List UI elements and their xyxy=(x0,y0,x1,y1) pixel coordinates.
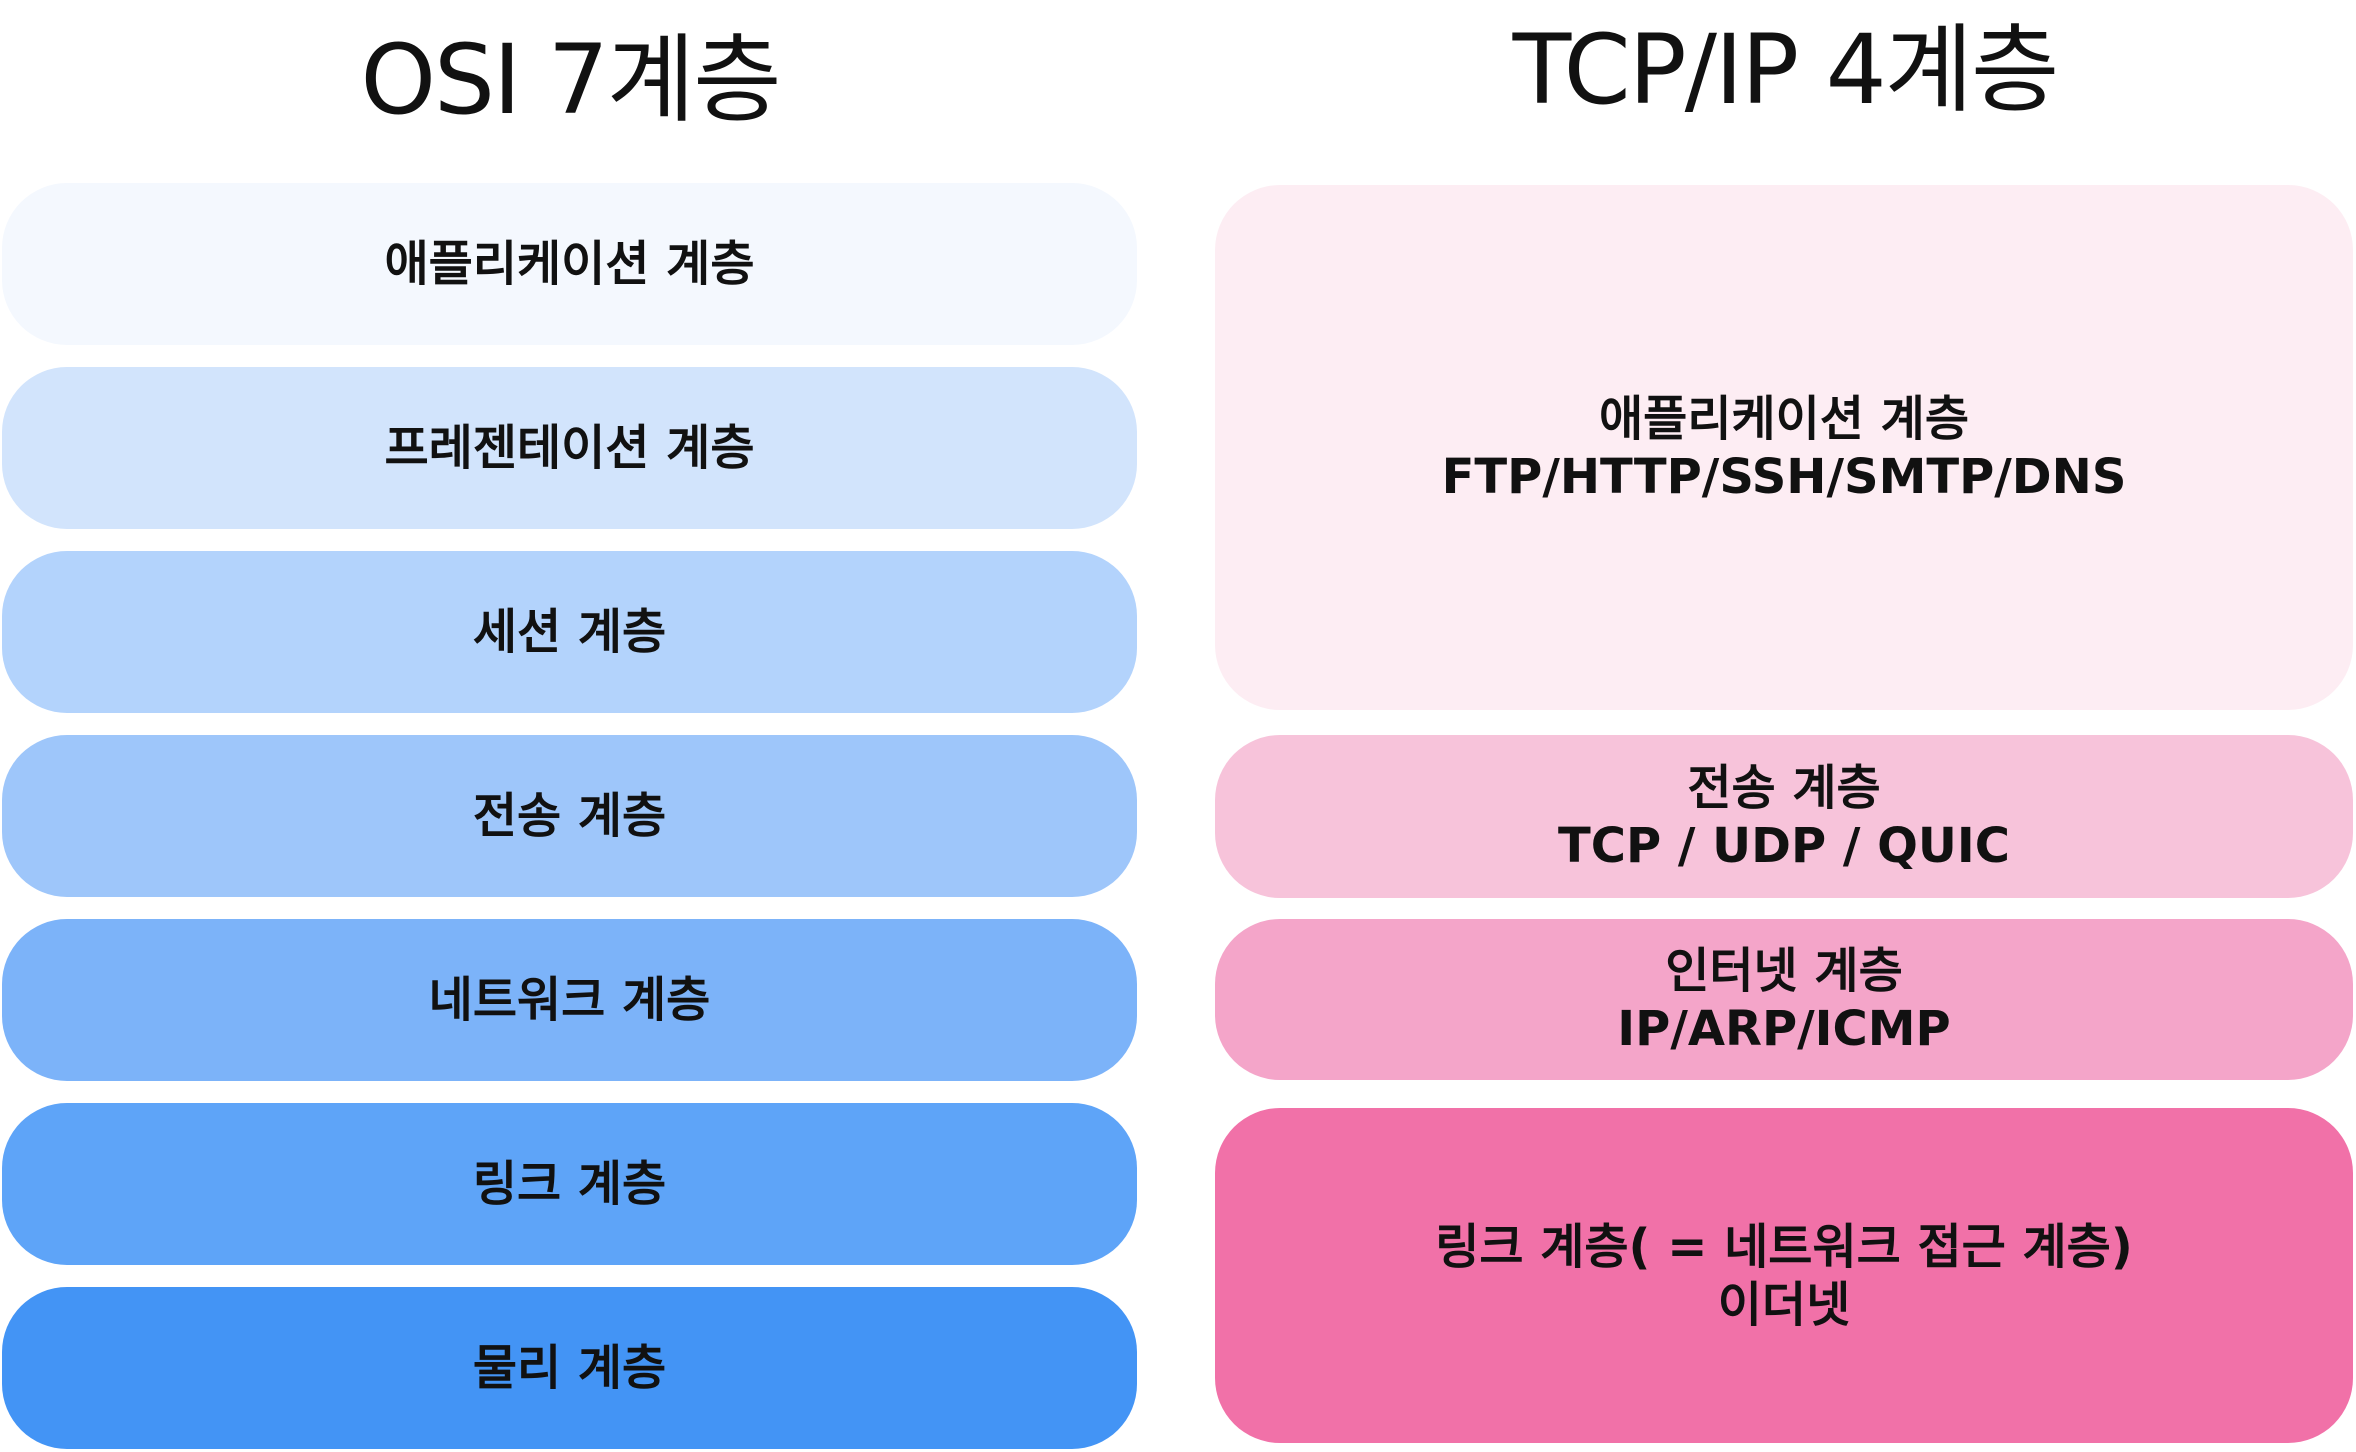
tcpip-internet-layer: 인터넷 계층 IP/ARP/ICMP xyxy=(1215,919,2353,1080)
tcpip-application-layer: 애플리케이션 계층 FTP/HTTP/SSH/SMTP/DNS xyxy=(1215,185,2353,710)
osi-transport-layer: 전송 계층 xyxy=(2,735,1137,897)
layer-label: 링크 계층( = 네트워크 접근 계층) xyxy=(1435,1218,2133,1275)
layer-label: 애플리케이션 계층 xyxy=(1599,390,1969,447)
osi-model-title: OSI 7계층 xyxy=(360,24,781,136)
layer-label: 물리 계층 xyxy=(472,1340,667,1396)
osi-presentation-layer: 프레젠테이션 계층 xyxy=(2,367,1137,529)
layer-label: 세션 계층 xyxy=(472,604,667,660)
tcpip-model-title: TCP/IP 4계층 xyxy=(1512,14,2060,126)
tcpip-link-layer: 링크 계층( = 네트워크 접근 계층) 이더넷 xyxy=(1215,1108,2353,1443)
layer-label: 애플리케이션 계층 xyxy=(384,236,755,292)
tcpip-transport-layer: 전송 계층 TCP / UDP / QUIC xyxy=(1215,735,2353,898)
layer-protocols: IP/ARP/ICMP xyxy=(1617,1000,1951,1057)
layer-label: 네트워크 계층 xyxy=(428,972,711,1028)
osi-network-layer: 네트워크 계층 xyxy=(2,919,1137,1081)
layer-protocols: 이더넷 xyxy=(1717,1276,1851,1333)
osi-link-layer: 링크 계층 xyxy=(2,1103,1137,1265)
layer-label: 전송 계층 xyxy=(1687,759,1881,816)
layer-label: 링크 계층 xyxy=(472,1156,667,1212)
layer-label: 전송 계층 xyxy=(472,788,667,844)
layer-protocols: FTP/HTTP/SSH/SMTP/DNS xyxy=(1441,448,2127,505)
layer-label: 인터넷 계층 xyxy=(1665,942,1903,999)
osi-application-layer: 애플리케이션 계층 xyxy=(2,183,1137,345)
osi-physical-layer: 물리 계층 xyxy=(2,1287,1137,1449)
osi-session-layer: 세션 계층 xyxy=(2,551,1137,713)
layer-protocols: TCP / UDP / QUIC xyxy=(1558,817,2010,874)
layer-label: 프레젠테이션 계층 xyxy=(384,420,755,476)
